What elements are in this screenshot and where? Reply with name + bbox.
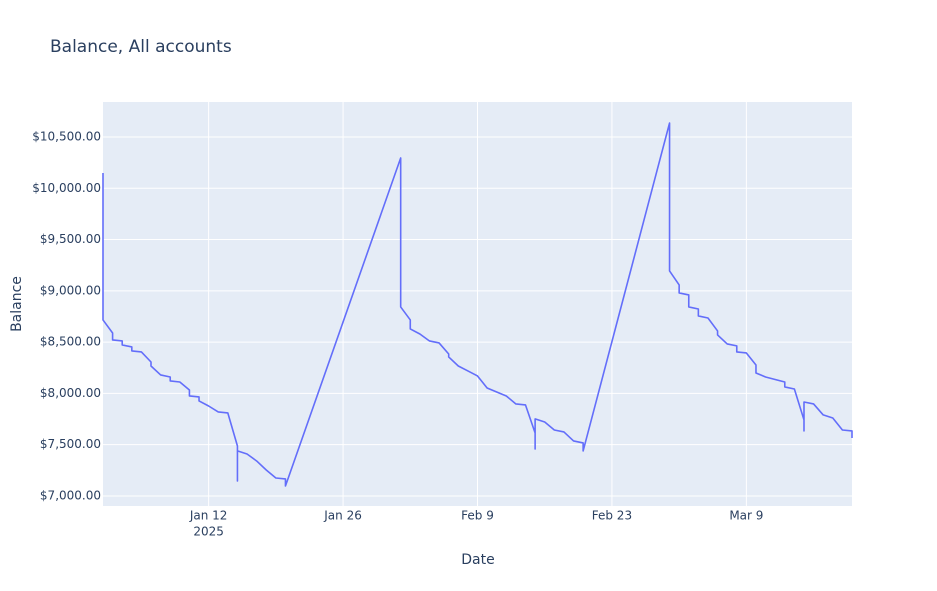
chart-title: Balance, All accounts: [50, 37, 232, 57]
x-tick-year: 2025: [193, 525, 224, 539]
y-tick-label: $10,000.00: [32, 181, 101, 195]
y-axis-title: Balance: [9, 276, 25, 332]
y-tick-label: $9,500.00: [40, 232, 101, 246]
x-tick-label: Feb 9: [461, 509, 494, 523]
y-tick-label: $10,500.00: [32, 129, 101, 143]
line-series: [102, 122, 853, 487]
y-tick-label: $7,000.00: [40, 488, 101, 502]
x-tick-label: Mar 9: [729, 509, 763, 523]
y-tick-label: $8,000.00: [40, 386, 101, 400]
x-tick-label: Feb 23: [592, 509, 632, 523]
y-tick-label: $9,000.00: [40, 283, 101, 297]
y-tick-label: $8,500.00: [40, 335, 101, 349]
y-tick-label: $7,500.00: [40, 437, 101, 451]
x-tick-label: Jan 12: [189, 509, 228, 523]
x-tick-label: Jan 26: [323, 509, 362, 523]
x-axis-title: Date: [461, 552, 494, 568]
